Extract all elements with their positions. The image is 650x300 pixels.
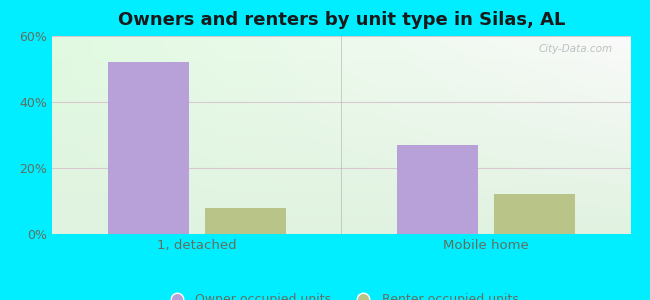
Legend: Owner occupied units, Renter occupied units: Owner occupied units, Renter occupied un… <box>159 288 523 300</box>
Bar <box>205 208 286 234</box>
Title: Owners and renters by unit type in Silas, AL: Owners and renters by unit type in Silas… <box>118 11 565 29</box>
Text: City-Data.com: City-Data.com <box>539 44 613 54</box>
Bar <box>107 62 188 234</box>
Bar <box>396 145 478 234</box>
Bar <box>494 194 575 234</box>
